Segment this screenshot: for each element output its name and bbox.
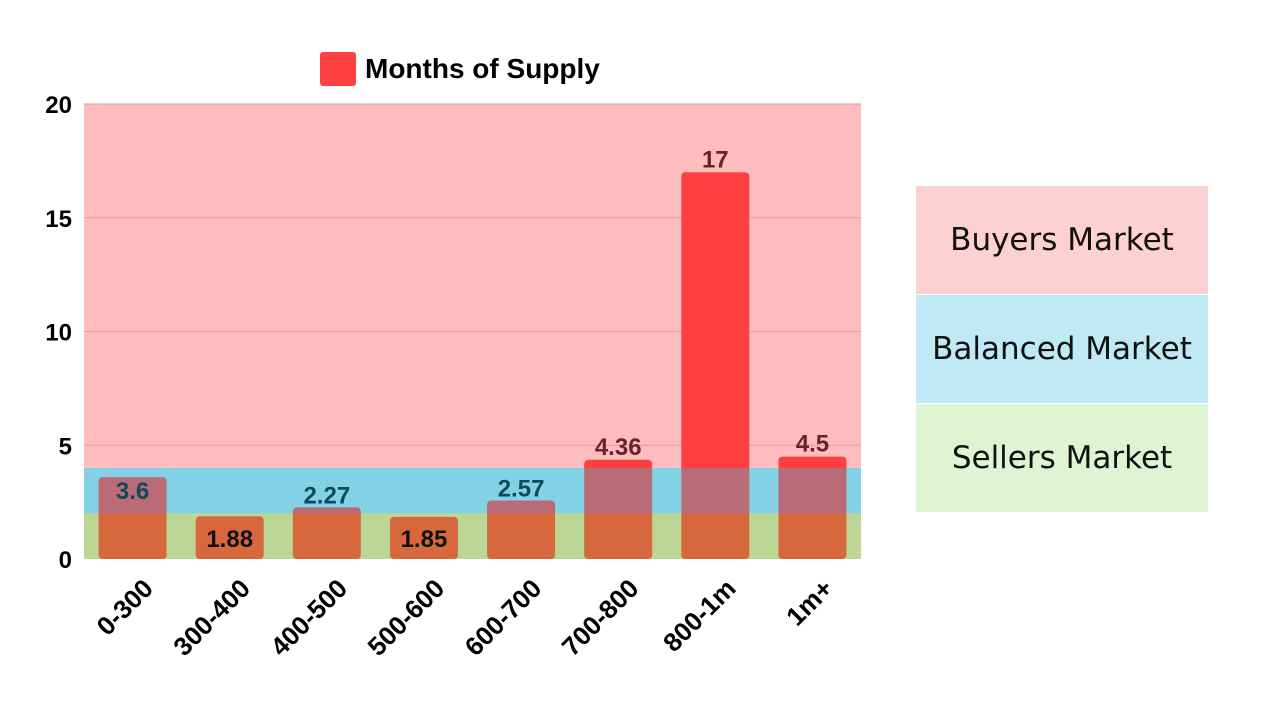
zone-legend-buyers: Buyers Market bbox=[916, 186, 1208, 294]
overlay-balanced bbox=[84, 468, 861, 514]
data-label-400-500: 2.27 bbox=[303, 482, 350, 509]
data-label-800-1m: 17 bbox=[702, 146, 729, 173]
x-tick-label-400-500: 400-500 bbox=[264, 573, 353, 662]
x-tick-label-700-800: 700-800 bbox=[556, 573, 645, 662]
data-label-1m+: 4.5 bbox=[796, 431, 829, 458]
bar-1m+ bbox=[778, 456, 847, 559]
legend-label: Months of Supply bbox=[365, 53, 600, 84]
x-tick-label-500-600: 500-600 bbox=[361, 573, 450, 662]
bar-600-700 bbox=[487, 500, 556, 559]
bar-800-1m bbox=[681, 172, 750, 559]
y-tick-label-0: 0 bbox=[59, 547, 72, 574]
data-label-0-300: 3.6 bbox=[116, 478, 149, 505]
y-tick-label-20: 20 bbox=[45, 92, 72, 119]
bar-400-500 bbox=[292, 507, 361, 559]
x-axis: 0-300 300-400 400-500 500-600 600-700 700-800… bbox=[91, 573, 839, 662]
x-tick-label-1m+: 1m+ bbox=[780, 573, 839, 632]
data-label-600-700: 2.57 bbox=[498, 476, 545, 503]
zone-legend-sellers: Sellers Market bbox=[916, 403, 1208, 512]
zone-legend-balanced: Balanced Market bbox=[916, 294, 1208, 403]
market-zone-legend: Buyers Market Balanced Market Sellers Ma… bbox=[916, 186, 1208, 512]
overlay-sellers bbox=[84, 513, 861, 559]
x-tick-label-300-400: 300-400 bbox=[167, 573, 256, 662]
y-axis: 0 5 10 15 20 bbox=[45, 92, 72, 574]
x-tick-label-0-300: 0-300 bbox=[91, 573, 159, 641]
y-tick-label-10: 10 bbox=[45, 320, 72, 347]
y-tick-label-5: 5 bbox=[59, 433, 72, 460]
legend-swatch bbox=[320, 52, 356, 86]
data-label-700-800: 4.36 bbox=[595, 434, 642, 461]
bars bbox=[98, 172, 847, 559]
x-tick-label-800-1m: 800-1m bbox=[657, 573, 742, 658]
data-label-300-400: 1.88 bbox=[206, 526, 253, 553]
bar-300-400 bbox=[195, 516, 264, 559]
legend: Months of Supply bbox=[320, 52, 600, 86]
x-tick-label-600-700: 600-700 bbox=[459, 573, 548, 662]
data-label-500-600: 1.85 bbox=[401, 526, 448, 553]
data-labels: 3.6 1.88 2.27 1.85 2.57 4.36 17 4.5 bbox=[116, 146, 829, 553]
y-tick-label-15: 15 bbox=[45, 206, 72, 233]
zone-overlay bbox=[84, 468, 861, 559]
bar-500-600 bbox=[389, 516, 458, 559]
bar-0-300 bbox=[98, 477, 167, 559]
bar-700-800 bbox=[584, 459, 653, 559]
